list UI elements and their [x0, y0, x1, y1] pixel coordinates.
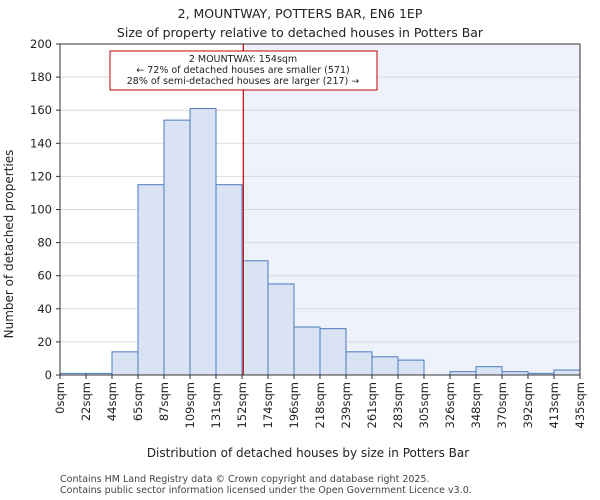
y-tick-label: 0 [45, 368, 52, 382]
bar [345, 351, 373, 376]
bar [189, 108, 217, 376]
chart-title: 2, MOUNTWAY, POTTERS BAR, EN6 1EP [178, 6, 423, 21]
x-tick-label: 261sqm [365, 382, 379, 428]
x-tick-label: 65sqm [131, 382, 145, 421]
x-tick-label: 326sqm [443, 382, 457, 428]
y-axis-ticks: 0 20 40 60 80 100 120 140 160 180 200 [30, 37, 60, 382]
x-tick-label: 131sqm [209, 382, 223, 428]
bar [371, 356, 399, 376]
bar [111, 351, 139, 376]
x-tick-label: 22sqm [79, 382, 93, 421]
x-tick-label: 218sqm [313, 382, 327, 428]
y-tick-label: 200 [30, 37, 52, 51]
x-tick-label: 152sqm [235, 382, 249, 428]
footer-line-2: Contains public sector information licen… [60, 485, 472, 496]
footer-line-1: Contains HM Land Registry data © Crown c… [60, 474, 430, 485]
x-tick-label: 44sqm [105, 382, 119, 421]
annotation-line-2: ← 72% of detached houses are smaller (57… [136, 65, 349, 76]
annotation-box: 2 MOUNTWAY: 154sqm ← 72% of detached hou… [109, 50, 378, 91]
y-tick-label: 180 [30, 70, 52, 84]
y-tick-label: 60 [37, 269, 52, 283]
x-tick-label: 196sqm [287, 382, 301, 428]
bar [215, 184, 243, 376]
annotation-border [109, 50, 378, 91]
y-tick-label: 100 [30, 203, 52, 217]
y-tick-label: 40 [37, 302, 52, 316]
x-tick-label: 305sqm [417, 382, 431, 428]
bar [163, 119, 191, 376]
x-tick-label: 174sqm [261, 382, 275, 428]
bar [137, 184, 165, 376]
bar [293, 326, 321, 376]
y-tick-label: 80 [37, 236, 52, 250]
x-tick-label: 348sqm [469, 382, 483, 428]
bars [59, 108, 581, 376]
x-tick-label: 370sqm [495, 382, 509, 428]
annotation-line-3: 28% of semi-detached houses are larger (… [127, 76, 360, 87]
x-tick-label: 239sqm [339, 382, 353, 428]
bar [553, 369, 581, 376]
x-tick-label: 413sqm [547, 382, 561, 428]
y-tick-label: 140 [30, 136, 52, 150]
x-tick-label: 87sqm [157, 382, 171, 421]
annotation-line-1: 2 MOUNTWAY: 154sqm [189, 54, 297, 65]
y-axis-label: Number of detached properties [2, 150, 16, 339]
bar [319, 328, 347, 376]
x-tick-label: 109sqm [183, 382, 197, 428]
x-tick-label: 0sqm [53, 382, 67, 414]
x-tick-label: 392sqm [521, 382, 535, 428]
x-axis-label: Distribution of detached houses by size … [147, 446, 469, 460]
bar [475, 366, 503, 376]
bar [241, 260, 269, 376]
y-tick-label: 20 [37, 335, 52, 349]
x-tick-label: 435sqm [573, 382, 587, 428]
x-tick-label: 283sqm [391, 382, 405, 428]
bar [267, 283, 295, 376]
bar [397, 359, 425, 376]
x-axis-ticks: 0sqm 22sqm 44sqm 65sqm 87sqm 109sqm 131sqm 152s… [53, 375, 587, 428]
chart-subtitle: Size of property relative to detached ho… [117, 25, 484, 40]
y-tick-label: 120 [30, 169, 52, 183]
y-tick-label: 160 [30, 103, 52, 117]
